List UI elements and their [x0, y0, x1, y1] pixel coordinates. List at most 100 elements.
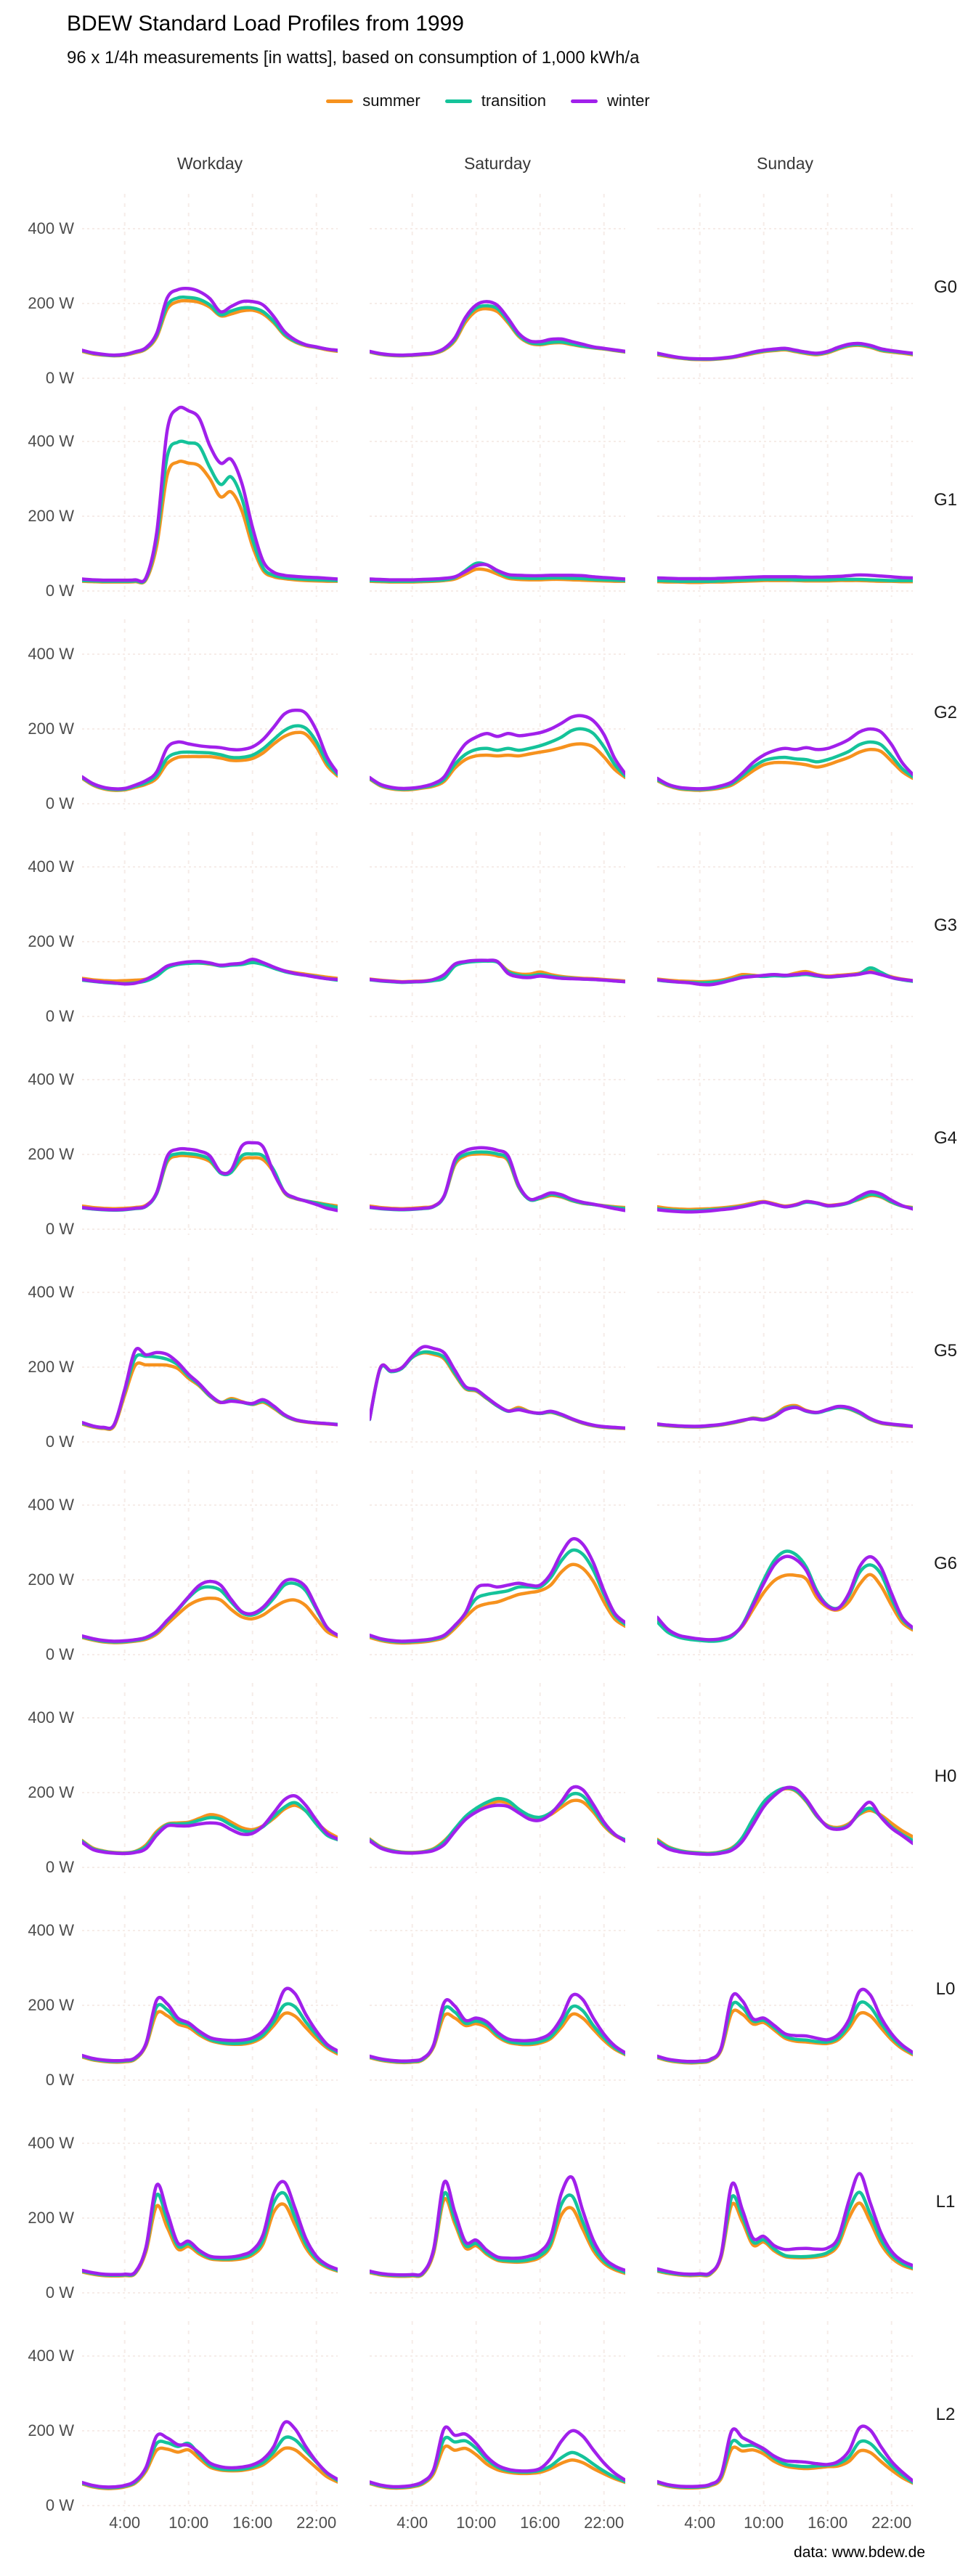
- line-G4-workday-transition: [82, 1151, 338, 1212]
- facet-label-G0: G0: [933, 277, 957, 297]
- x-axis-tick-label: 22:00: [584, 2514, 625, 2532]
- panel-G4-workday: [82, 1045, 338, 1235]
- line-G6-workday-transition: [82, 1581, 338, 1644]
- legend-swatch-winter: [571, 99, 598, 103]
- line-G5-saturday-winter: [370, 1345, 625, 1430]
- gridlines: [82, 832, 338, 1022]
- line-L0-workday-winter: [82, 1986, 338, 2063]
- y-axis-tick-label: 400 W: [28, 2134, 74, 2152]
- legend-label: winter: [607, 91, 650, 110]
- gridlines: [82, 2321, 338, 2511]
- gridlines: [370, 2321, 625, 2511]
- panel-L0-saturday: [370, 1896, 625, 2086]
- line-G0-sunday-winter: [657, 341, 913, 361]
- line-L2-sunday-summer: [657, 2445, 913, 2490]
- panel-H0-workday: [82, 1683, 338, 1873]
- line-H0-sunday-transition: [657, 1786, 913, 1856]
- y-axis-tick-label: 200 W: [28, 1358, 74, 1376]
- y-axis-tick-label: 400 W: [28, 645, 74, 663]
- panel-G1-sunday: [657, 407, 913, 597]
- facet-label-G6: G6: [933, 1554, 957, 1573]
- line-G2-workday-winter: [82, 708, 338, 791]
- facet-label-G5: G5: [933, 1341, 957, 1361]
- y-axis-tick-label: 0 W: [45, 1645, 74, 1663]
- line-L2-sunday-transition: [657, 2438, 913, 2490]
- gridlines: [370, 1045, 625, 1235]
- gridlines: [657, 2108, 913, 2299]
- panel-G6-sunday: [657, 1470, 913, 1660]
- panel-G2-saturday: [370, 619, 625, 810]
- line-L2-workday-winter: [82, 2420, 338, 2489]
- line-G6-workday-summer: [82, 1596, 338, 1644]
- panel-G3-sunday: [657, 832, 913, 1022]
- legend-label: transition: [481, 91, 547, 110]
- line-G0-workday-summer: [82, 298, 338, 358]
- facet-label-L2: L2: [935, 2405, 956, 2424]
- y-axis-tick-label: 200 W: [28, 1996, 74, 2014]
- y-axis-tick-label: 0 W: [45, 1432, 74, 1451]
- x-axis-tick-label: 16:00: [232, 2514, 273, 2532]
- facet-label-G2: G2: [933, 703, 957, 722]
- gridlines: [657, 194, 913, 384]
- x-axis-tick-label: 4:00: [684, 2514, 716, 2532]
- line-G2-sunday-winter: [657, 727, 913, 791]
- y-axis-tick-label: 200 W: [28, 294, 74, 312]
- panel-L0-workday: [82, 1896, 338, 2086]
- gridlines: [657, 619, 913, 810]
- line-H0-sunday-summer: [657, 1787, 913, 1855]
- y-axis-tick-label: 200 W: [28, 1783, 74, 1801]
- x-axis-tick-label: 4:00: [109, 2514, 141, 2532]
- line-G1-workday-transition: [82, 439, 338, 584]
- gridlines: [82, 1470, 338, 1660]
- line-G5-workday-transition: [82, 1353, 338, 1430]
- panel-L2-sunday: [657, 2321, 913, 2511]
- panel-G0-sunday: [657, 194, 913, 384]
- gridlines: [657, 1683, 913, 1873]
- gridlines: [82, 2108, 338, 2299]
- panel-G6-workday: [82, 1470, 338, 1660]
- gridlines: [82, 1896, 338, 2086]
- panel-L1-saturday: [370, 2108, 625, 2299]
- line-H0-workday-summer: [82, 1803, 338, 1855]
- line-G4-saturday-transition: [370, 1150, 625, 1212]
- y-axis-tick-label: 200 W: [28, 932, 74, 950]
- line-G4-sunday-winter: [657, 1190, 913, 1214]
- gridlines: [82, 1045, 338, 1235]
- x-axis-tick-label: 16:00: [520, 2514, 561, 2532]
- line-L0-sunday-winter: [657, 1987, 913, 2063]
- panel-G5-sunday: [657, 1258, 913, 1448]
- panel-G1-saturday: [370, 407, 625, 597]
- line-L1-workday-winter: [82, 2180, 338, 2277]
- panel-L1-sunday: [657, 2108, 913, 2299]
- line-G1-sunday-winter: [657, 573, 913, 581]
- line-H0-sunday-winter: [657, 1785, 913, 1856]
- y-axis-tick-label: 200 W: [28, 1570, 74, 1589]
- gridlines: [82, 1683, 338, 1873]
- column-header-workday: Workday: [176, 154, 243, 173]
- y-axis-tick-label: 400 W: [28, 1496, 74, 1514]
- line-L1-saturday-transition: [370, 2190, 625, 2278]
- line-G6-workday-winter: [82, 1577, 338, 1643]
- y-axis-tick-label: 200 W: [28, 720, 74, 738]
- gridlines: [370, 1470, 625, 1660]
- x-axis-tick-label: 10:00: [168, 2514, 209, 2532]
- line-G1-workday-winter: [82, 405, 338, 584]
- panel-G4-sunday: [657, 1045, 913, 1235]
- y-axis-tick-label: 400 W: [28, 1921, 74, 1939]
- panel-G3-workday: [82, 832, 338, 1022]
- gridlines: [82, 619, 338, 810]
- line-G6-saturday-summer: [370, 1562, 625, 1645]
- line-L2-saturday-winter: [370, 2425, 625, 2489]
- panel-G6-saturday: [370, 1470, 625, 1660]
- line-L1-sunday-winter: [657, 2172, 913, 2276]
- gridlines: [657, 1470, 913, 1660]
- panel-G4-saturday: [370, 1045, 625, 1235]
- panel-L2-workday: [82, 2321, 338, 2511]
- y-axis-tick-label: 400 W: [28, 1283, 74, 1301]
- x-axis-tick-label: 22:00: [871, 2514, 912, 2532]
- legend-item-summer: summer: [326, 91, 420, 110]
- data-source-credit: data: www.bdew.de: [794, 2544, 925, 2561]
- line-H0-workday-transition: [82, 1801, 338, 1855]
- line-G4-workday-winter: [82, 1141, 338, 1212]
- x-axis-tick-label: 10:00: [456, 2514, 497, 2532]
